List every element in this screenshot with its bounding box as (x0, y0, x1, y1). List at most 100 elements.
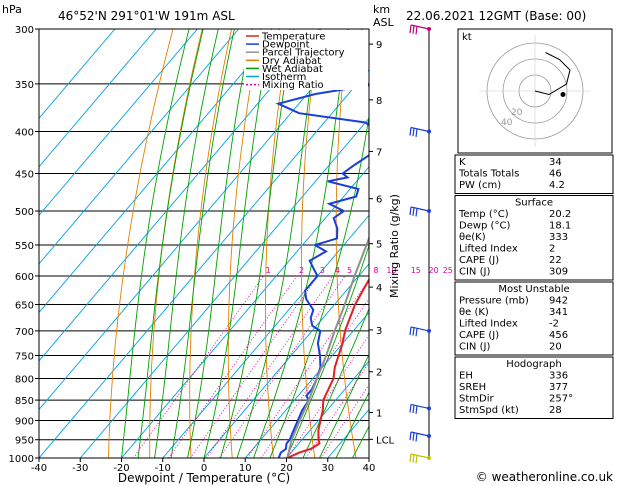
isotherm (286, 360, 369, 458)
height-tick-label: 4 (376, 283, 382, 294)
temperature-tick-label: 0 (201, 463, 207, 474)
pressure-tick-label: 750 (15, 351, 34, 362)
wind-barb-flag (409, 431, 412, 441)
height-tick-label: 1 (376, 408, 382, 419)
wind-barb-flag (415, 433, 418, 442)
mixing-ratio-axis-label: Mixing Ratio (g/kg) (388, 194, 401, 298)
isotherm (39, 29, 157, 168)
stats-value: 456 (549, 330, 568, 341)
wind-barb-flag (415, 26, 418, 35)
height-tick-label: 3 (376, 326, 382, 337)
dry-adiabat (108, 29, 174, 458)
background-lines (39, 29, 629, 458)
hodograph-ring-label: 20 (511, 108, 523, 118)
mixing-ratio-tick-label: 4 (335, 266, 340, 275)
asl-unit: ASL (373, 16, 394, 29)
wind-barb-flag (412, 25, 415, 34)
stats-label: K (459, 157, 466, 168)
mixing-ratio-tick-label: 8 (373, 266, 378, 275)
stats-table: K 34 Totals Totals 46 PW (cm) 4.2 Surface Temp … (454, 154, 614, 419)
stats-label: Dewp (°C) (459, 221, 510, 232)
wind-barb-staff (410, 206, 430, 212)
pressure-tick-label: 1000 (9, 454, 34, 465)
wet-adiabat (319, 353, 369, 458)
pressure-tick-label: 500 (15, 207, 34, 218)
temperature-axis: -40 -30 -20 -10 0 10 20 30 40 (31, 458, 376, 474)
temperature-tick-label: -30 (72, 463, 88, 474)
wind-marker (427, 328, 431, 333)
wet-adiabat (286, 244, 369, 458)
wind-barb-flag (412, 128, 415, 137)
hodograph-ring-label: 40 (501, 118, 513, 128)
wind-barb (409, 453, 430, 464)
pressure-axis: 300 350 400 450 500 550 600 650 700 750 800 850 900 9… (9, 25, 39, 465)
pressure-tick-label: 350 (15, 80, 34, 91)
mixing-ratio-tick-label: 10 (386, 266, 396, 275)
wet-adiabat (220, 29, 295, 458)
stats-label: θe (K) (459, 307, 489, 318)
wind-barb-flag (415, 328, 418, 337)
stats-value: 942 (549, 296, 568, 307)
legend-entry: Isotherm (262, 72, 306, 83)
wind-barb-flag (412, 432, 415, 441)
height-axis: 9 8 7 6 5 4 3 2 1 LCL (369, 40, 395, 446)
wind-barb-staff (410, 326, 430, 332)
stats-box (454, 281, 614, 356)
mixing-ratio-line (260, 297, 369, 458)
height-tick-label: 7 (376, 147, 382, 158)
legend-entry: Temperature (261, 32, 325, 43)
dry-adiabat (612, 29, 629, 458)
stats-label: SREH (459, 382, 486, 393)
stats-value: 18.1 (549, 221, 571, 232)
isotherm (121, 166, 369, 458)
stats-label: PW (cm) (459, 180, 501, 191)
temperature-tick-label: 20 (280, 463, 293, 474)
height-tick-label: 2 (376, 368, 382, 379)
legend-entry: Mixing Ratio (262, 80, 324, 91)
pressure-tick-label: 600 (15, 272, 34, 283)
wind-marker (427, 209, 431, 214)
parcel-trajectory-line (286, 235, 369, 458)
wet-adiabat (154, 29, 219, 458)
datetime-label: 22.06.2021 12GMT (Base: 00) (406, 9, 587, 23)
mixing-ratio-line (190, 275, 319, 458)
dry-adiabat (264, 29, 291, 458)
stats-label: Totals Totals (458, 169, 519, 180)
wind-barb-staff (410, 126, 430, 133)
wet-adiabat (253, 29, 349, 458)
mixing-ratio-tick-label: 20 (429, 266, 439, 275)
stats-value: 377 (549, 382, 568, 393)
stats-value: 46 (549, 169, 562, 180)
mixing-ratio-tick-label: 2 (299, 266, 304, 275)
dry-adiabat (335, 29, 357, 458)
wind-barb (409, 206, 430, 217)
temperature-line (286, 277, 369, 458)
dry-adiabat (149, 29, 203, 458)
height-tick-label: 9 (376, 40, 382, 51)
stats-label: θe(K) (459, 232, 486, 243)
mixing-ratio-line (247, 278, 369, 458)
km-unit: km (373, 3, 391, 16)
wind-barb-flag (415, 455, 418, 464)
dry-adiabat (402, 29, 438, 458)
stats-box (454, 154, 614, 194)
wind-barb (409, 126, 430, 137)
storm-motion-marker (560, 92, 566, 97)
height-tick-label: 5 (376, 240, 382, 251)
temperature-tick-label: 40 (363, 463, 376, 474)
x-axis-label: Dewpoint / Temperature (°C) (118, 471, 290, 485)
pressure-tick-label: 450 (15, 169, 34, 180)
pressure-tick-label: 650 (15, 301, 34, 312)
stats-box (454, 356, 614, 419)
wind-barb-flag (409, 404, 412, 413)
stats-label: Temp (°C) (458, 209, 509, 220)
pressure-tick-label: 800 (15, 374, 34, 385)
legend-entry: Wet Adiabat (262, 64, 323, 75)
stats-box (454, 195, 614, 281)
mixing-ratio-tick-label: 3 (320, 266, 325, 275)
pressure-tick-label: 950 (15, 436, 34, 447)
wind-barb-flag (409, 206, 412, 216)
dry-adiabat (227, 29, 262, 458)
wind-barb-flag (415, 128, 418, 137)
